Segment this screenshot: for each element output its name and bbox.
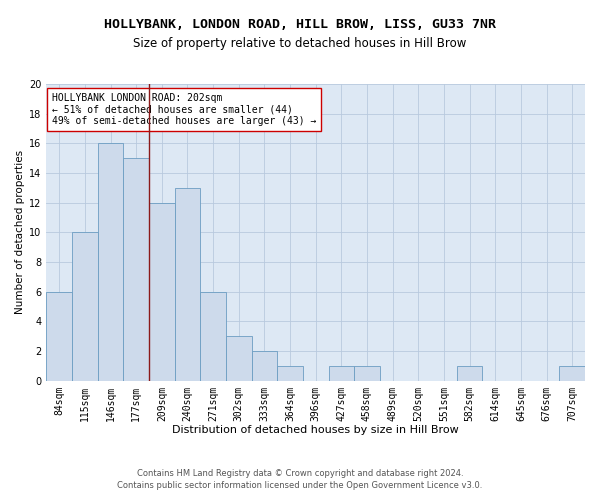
Bar: [149, 202, 175, 380]
Bar: [559, 366, 585, 380]
Text: HOLLYBANK LONDON ROAD: 202sqm
← 51% of detached houses are smaller (44)
49% of s: HOLLYBANK LONDON ROAD: 202sqm ← 51% of d…: [52, 93, 316, 126]
Text: Contains HM Land Registry data © Crown copyright and database right 2024.
Contai: Contains HM Land Registry data © Crown c…: [118, 469, 482, 490]
Bar: [226, 336, 251, 380]
Bar: [354, 366, 380, 380]
Bar: [175, 188, 200, 380]
Bar: [251, 351, 277, 380]
Bar: [457, 366, 482, 380]
X-axis label: Distribution of detached houses by size in Hill Brow: Distribution of detached houses by size …: [172, 425, 459, 435]
Bar: [72, 232, 98, 380]
Text: Size of property relative to detached houses in Hill Brow: Size of property relative to detached ho…: [133, 38, 467, 51]
Bar: [277, 366, 303, 380]
Bar: [46, 292, 72, 380]
Y-axis label: Number of detached properties: Number of detached properties: [15, 150, 25, 314]
Bar: [98, 144, 124, 380]
Bar: [200, 292, 226, 380]
Bar: [329, 366, 354, 380]
Bar: [124, 158, 149, 380]
Text: HOLLYBANK, LONDON ROAD, HILL BROW, LISS, GU33 7NR: HOLLYBANK, LONDON ROAD, HILL BROW, LISS,…: [104, 18, 496, 30]
